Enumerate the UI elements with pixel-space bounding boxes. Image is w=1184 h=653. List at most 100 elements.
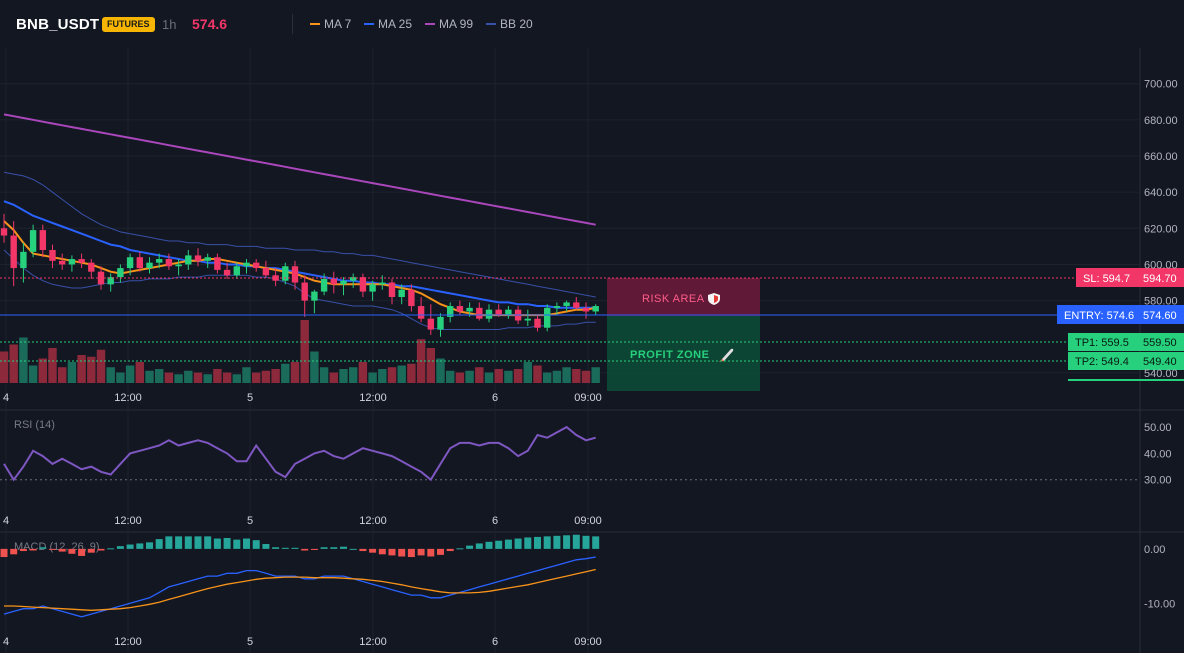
candle <box>136 251 143 272</box>
macd-histogram-bar <box>310 548 318 550</box>
candle <box>456 300 464 316</box>
macd-histogram-bar <box>136 543 144 549</box>
volume-bar <box>397 365 406 383</box>
sl-level-tag[interactable] <box>1076 268 1184 287</box>
candle <box>223 262 231 279</box>
legend-ma25[interactable]: MA 25 <box>364 17 412 31</box>
bollinger-bands <box>3 171 596 330</box>
volume-bar <box>261 370 271 383</box>
macd-axis[interactable]: 0.00 -10.00 <box>1144 544 1175 610</box>
volume-bar <box>58 367 67 383</box>
candle <box>107 273 114 292</box>
volume-bar <box>9 344 18 383</box>
macd-histogram-bar <box>49 548 56 550</box>
time-tick-label: 12:00 <box>359 636 387 648</box>
volume-bar <box>232 374 241 383</box>
legend-bb20[interactable]: BB 20 <box>486 17 533 31</box>
entry-level-tag[interactable] <box>1057 305 1184 324</box>
volume-bar <box>28 365 38 383</box>
legend-ma7[interactable]: MA 7 <box>310 17 351 31</box>
candle <box>524 309 531 326</box>
tp1-level-tag[interactable] <box>1068 333 1184 351</box>
macd-histogram-bar <box>524 537 532 549</box>
tp1-level-label: TP1: 559.5 <box>1075 337 1129 349</box>
volume-bar <box>184 370 193 383</box>
legend-ma99[interactable]: MA 99 <box>425 17 473 31</box>
candle <box>194 248 202 267</box>
price-axis[interactable]: 700.00 680.00 660.00 640.00 620.00 600.00 580.… <box>1144 79 1178 380</box>
volume-bar <box>358 362 368 383</box>
macd-histogram-bar <box>582 535 590 549</box>
candle <box>88 259 95 279</box>
trade-levels: SL: 594.7 594.70 ENTRY: 574.6 574.60 TP1… <box>0 268 1184 381</box>
macd-histogram-bar <box>437 548 444 555</box>
candle <box>253 259 260 272</box>
volume-bar <box>572 369 581 383</box>
macd-histogram-bar <box>146 542 153 549</box>
candle <box>204 253 211 269</box>
bb-upper-line <box>3 171 596 298</box>
tp2-level-tag[interactable] <box>1068 352 1184 370</box>
candle <box>10 221 17 287</box>
macd-histogram-bar <box>252 540 260 549</box>
candle <box>272 268 279 287</box>
macd-histogram-bar <box>184 536 192 549</box>
profit-zone <box>607 316 760 391</box>
candlesticks <box>0 213 599 337</box>
candle <box>146 257 153 274</box>
volume-bar <box>368 372 377 383</box>
macd-histogram-bar <box>155 539 163 549</box>
macd-histogram-bar <box>10 548 18 555</box>
macd-histogram-bar <box>281 547 289 549</box>
volume-bar <box>581 370 591 383</box>
time-tick-label: 6 <box>492 515 498 527</box>
macd-histogram-bar <box>446 548 454 552</box>
timeframe-label[interactable]: 1h <box>162 17 177 32</box>
time-tick-label: 09:00 <box>574 392 602 404</box>
candle <box>29 224 37 258</box>
time-tick-label: 5 <box>247 515 253 527</box>
macd-histogram-bar <box>378 548 386 555</box>
volume-bar <box>300 320 309 383</box>
volume-bar <box>329 372 338 383</box>
volume-bar <box>116 372 125 383</box>
chart-header: BNB_USDT FUTURES 1h 574.6 MA 7 MA 25 MA … <box>0 0 1184 48</box>
ma25-line <box>3 200 596 309</box>
macd-histogram-bar <box>592 536 600 549</box>
candle <box>165 253 173 270</box>
volume-bar <box>387 367 397 383</box>
macd-histogram-bar <box>388 548 396 556</box>
candle <box>388 278 396 305</box>
time-axes[interactable]: 4 12:00 5 12:00 6 09:00 4 12:00 5 12:00 6 09:00 4 12:… <box>3 392 602 648</box>
candle <box>359 273 367 297</box>
volume-bar <box>543 372 552 383</box>
candle <box>398 284 405 305</box>
candle <box>233 262 240 279</box>
volume-bar <box>271 369 280 383</box>
macd-histogram-bar <box>213 538 221 549</box>
volume-bar <box>552 370 562 383</box>
macd-histogram-bar <box>456 548 464 550</box>
rsi-axis[interactable]: 50.00 40.00 30.00 <box>1144 422 1172 487</box>
volume-bar <box>213 369 222 383</box>
profit-zone-label: PROFIT ZONE <box>630 349 709 361</box>
candle <box>330 271 337 294</box>
symbol-name[interactable]: BNB_USDT <box>16 16 100 33</box>
time-tick-label: 4 <box>3 392 9 404</box>
macd-histogram-bar <box>407 548 415 558</box>
candle <box>214 253 221 274</box>
volume-bar <box>436 358 445 383</box>
candle <box>369 280 376 301</box>
sl-level-label: SL: 594.7 <box>1083 273 1130 285</box>
macd-histogram-bar <box>19 548 27 552</box>
volume-bar <box>523 362 532 383</box>
price-tick-label: 540.00 <box>1144 368 1178 380</box>
volume-bar <box>533 365 542 383</box>
macd-histogram-bar <box>194 536 202 549</box>
volume-bar <box>193 372 203 383</box>
volume-bar <box>106 367 115 383</box>
volume-bar <box>562 367 571 383</box>
macd-histogram-bar <box>262 543 270 549</box>
candle <box>408 284 415 312</box>
